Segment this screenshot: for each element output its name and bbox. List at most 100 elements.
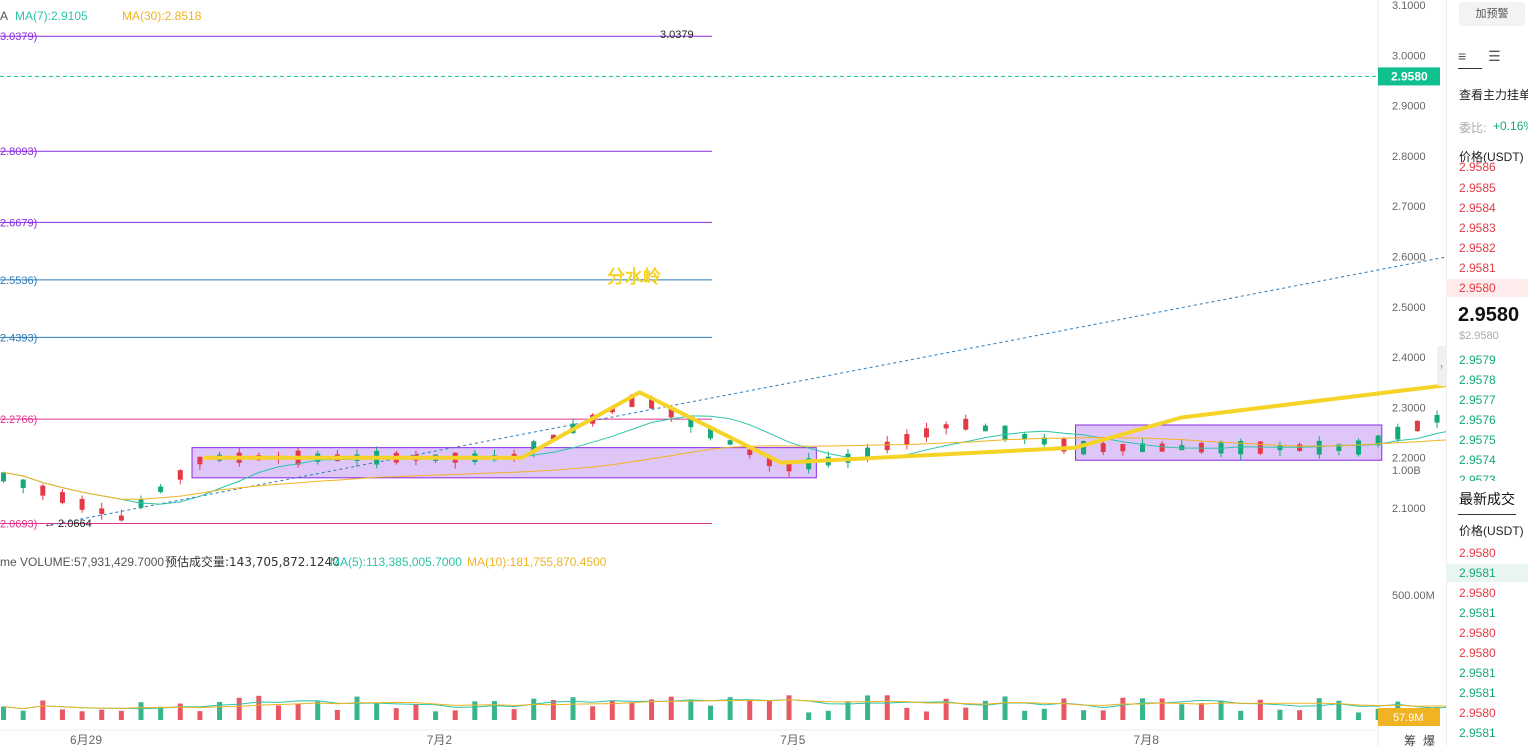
chips-tab[interactable]: 筹 bbox=[1404, 734, 1417, 748]
price-tick-label: 3.0000 bbox=[1392, 50, 1426, 62]
volume-bar bbox=[1159, 698, 1165, 720]
volume-bar bbox=[531, 698, 537, 720]
volume-bar bbox=[275, 705, 281, 720]
volume-bar bbox=[177, 703, 183, 720]
volume-bar bbox=[138, 702, 144, 720]
volume-bar bbox=[1316, 698, 1322, 720]
trades-title-underline bbox=[1458, 514, 1516, 515]
volume-bar bbox=[59, 709, 65, 720]
volume-bar bbox=[649, 699, 655, 720]
bid-row[interactable]: 2.9579 bbox=[1459, 353, 1496, 367]
volume-bar bbox=[491, 701, 497, 720]
volume-bar bbox=[1179, 704, 1185, 720]
candle-body bbox=[668, 408, 674, 418]
volume-ma10-legend: MA(10):181,755,870.4500 bbox=[467, 555, 607, 569]
volume-bar bbox=[1022, 710, 1028, 720]
volume-ma5-line bbox=[3, 699, 1446, 710]
both-sides-view-icon[interactable]: ≡ bbox=[1458, 48, 1467, 64]
ask-row[interactable]: 2.9586 bbox=[1459, 160, 1496, 174]
chart-canvas[interactable]: 2.1000 2.2000 2.3000 2.4000 2.5000 2.6000 2.70… bbox=[0, 0, 1446, 746]
ask-row[interactable]: 2.9583 bbox=[1459, 221, 1496, 235]
ratio-label: 委比: bbox=[1459, 121, 1487, 135]
volume-bar bbox=[40, 700, 46, 720]
candle-body bbox=[118, 515, 124, 521]
trade-row: 2.9581 bbox=[1459, 726, 1496, 740]
volume-legend: VOLUME:57,931,429.7000 bbox=[20, 555, 164, 569]
volume-bar bbox=[217, 701, 223, 720]
trade-row: 2.9580 bbox=[1459, 646, 1496, 660]
volume-bar bbox=[1218, 700, 1224, 720]
volume-bar bbox=[688, 699, 694, 720]
ask-row[interactable]: 2.9580 bbox=[1459, 281, 1496, 295]
candle-body bbox=[40, 485, 46, 496]
volume-bar bbox=[354, 696, 360, 720]
candle-body bbox=[1100, 443, 1106, 453]
trade-highlight-row bbox=[1446, 564, 1528, 582]
volume-bar bbox=[825, 710, 831, 720]
volume-bar bbox=[550, 700, 556, 720]
candle-body bbox=[904, 434, 910, 445]
bid-row[interactable]: 2.9577 bbox=[1459, 393, 1496, 407]
candle-body bbox=[158, 486, 164, 493]
volume-bar bbox=[747, 699, 753, 720]
volume-bar bbox=[1336, 700, 1342, 720]
candle-body bbox=[1140, 443, 1146, 452]
ask-row[interactable]: 2.9584 bbox=[1459, 201, 1496, 215]
volume-bar bbox=[197, 711, 203, 720]
estimated-volume-legend: 预估成交量:143,705,872.1240 bbox=[165, 554, 340, 569]
candle-body bbox=[609, 407, 615, 413]
bid-row[interactable]: 2.9574 bbox=[1459, 453, 1496, 467]
volume-bar bbox=[845, 701, 851, 720]
bid-row[interactable]: 2.9576 bbox=[1459, 413, 1496, 427]
candle-body bbox=[1238, 441, 1244, 455]
tab-underline bbox=[1458, 68, 1482, 69]
add-alert-button[interactable]: 加预警 bbox=[1459, 2, 1525, 26]
volume-bar bbox=[1356, 712, 1362, 720]
fib-level-label: 2.2766) bbox=[0, 414, 37, 426]
ask-row[interactable]: 2.9582 bbox=[1459, 241, 1496, 255]
volume-bar bbox=[1297, 710, 1303, 720]
volume-bar bbox=[99, 709, 105, 720]
volume-bar bbox=[374, 703, 380, 720]
view-depth-link[interactable]: 查看主力挂单 bbox=[1459, 88, 1528, 102]
recent-trades-title[interactable]: 最新成交 bbox=[1459, 491, 1515, 507]
volume-bar bbox=[433, 711, 439, 720]
volume-bar bbox=[806, 712, 812, 720]
candle-body bbox=[806, 458, 812, 470]
candle-body bbox=[1434, 414, 1440, 423]
order-book-header: 价格(USDT) bbox=[1459, 150, 1524, 164]
candle-body bbox=[79, 498, 85, 510]
fib-level-label: 2.0693) bbox=[0, 518, 37, 530]
price-tick-label: 2.7000 bbox=[1392, 201, 1426, 213]
bid-row[interactable]: 2.9573 bbox=[1459, 473, 1496, 481]
bid-row[interactable]: 2.9578 bbox=[1459, 373, 1496, 387]
volume-prefix: me bbox=[0, 555, 17, 569]
liquidation-tab[interactable]: 爆 bbox=[1423, 734, 1436, 748]
candle-body bbox=[923, 428, 929, 438]
volume-bar bbox=[511, 709, 517, 720]
volume-bar bbox=[20, 710, 26, 720]
candle-body bbox=[707, 426, 713, 439]
trade-row: 2.9581 bbox=[1459, 666, 1496, 680]
bid-row[interactable]: 2.9575 bbox=[1459, 433, 1496, 447]
ask-row[interactable]: 2.9581 bbox=[1459, 261, 1496, 275]
candle-body bbox=[1414, 420, 1420, 432]
ask-row[interactable]: 2.9585 bbox=[1459, 181, 1496, 195]
fib-level-label: 3.0379) bbox=[0, 31, 37, 43]
candle-body bbox=[1041, 437, 1047, 445]
candle-body bbox=[1257, 441, 1263, 454]
list-view-icon[interactable]: ☰ bbox=[1488, 48, 1501, 64]
candle-body bbox=[865, 447, 871, 458]
volume-bar bbox=[766, 700, 772, 720]
collapse-panel-icon[interactable]: › bbox=[1437, 346, 1446, 386]
ratio-value: +0.16% bbox=[1493, 119, 1528, 133]
price-tick-label: 2.2000 bbox=[1392, 453, 1426, 465]
volume-bar bbox=[963, 707, 969, 720]
last-price-usd: $2.9580 bbox=[1459, 330, 1499, 342]
indicator-prefix: A bbox=[0, 9, 8, 23]
volume-bar bbox=[1002, 696, 1008, 720]
volume-bar bbox=[668, 696, 674, 720]
volume-bar bbox=[1198, 703, 1204, 720]
date-tick-label: 7月2 bbox=[427, 733, 453, 746]
candle-body bbox=[138, 499, 144, 508]
